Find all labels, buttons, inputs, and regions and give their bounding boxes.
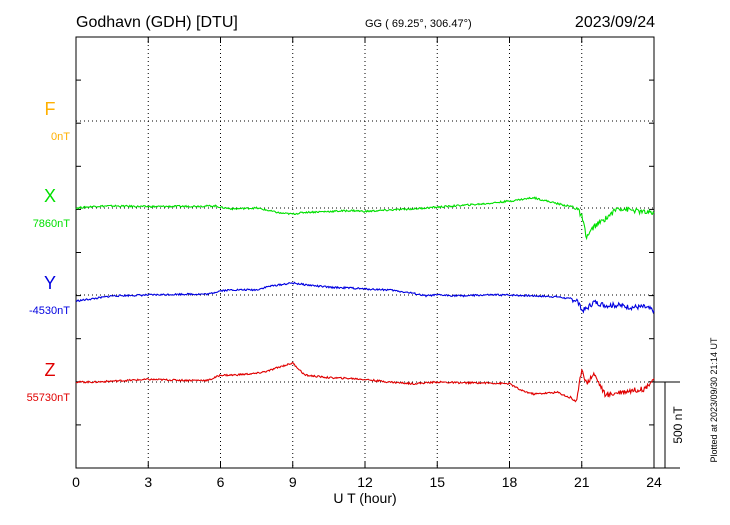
x-tick-label: 18 [502, 474, 518, 490]
traces [75, 196, 655, 403]
plot-grid [76, 36, 654, 468]
x-tick-label: 9 [289, 474, 297, 490]
series-baseline-Z: 55730nT [27, 392, 71, 404]
series-name-F: F [45, 99, 56, 119]
series-name-X: X [44, 186, 56, 206]
series-baseline-X: 7860nT [33, 218, 71, 230]
plotted-at-note: Plotted at 2023/09/30 21:14 UT [709, 337, 719, 463]
series-name-Y: Y [44, 273, 56, 293]
series-labels: F 0nT X 7860nT Y -4530nT Z 55730nT [27, 99, 71, 404]
plot-date: 2023/09/24 [575, 14, 655, 31]
series-name-Z: Z [45, 360, 56, 380]
series-baseline-F: 0nT [51, 131, 70, 143]
x-axis-ticks: 0 3 6 9 12 15 18 21 24 [72, 37, 662, 490]
series-baseline-Y: -4530nT [29, 305, 70, 317]
trace-Z [75, 361, 655, 403]
scale-bar-label: 500 nT [671, 406, 685, 444]
station-coords: GG ( 69.25°, 306.47°) [365, 18, 472, 30]
x-tick-label: 24 [646, 474, 662, 490]
x-tick-label: 3 [144, 474, 152, 490]
x-tick-label: 21 [574, 474, 590, 490]
x-tick-label: 12 [357, 474, 373, 490]
x-tick-label: 0 [72, 474, 80, 490]
trace-X [75, 196, 655, 241]
x-tick-label: 15 [429, 474, 445, 490]
x-tick-label: 6 [217, 474, 225, 490]
x-axis-label: U T (hour) [333, 490, 396, 506]
trace-Y [75, 281, 655, 315]
station-title: Godhavn (GDH) [DTU] [76, 14, 238, 31]
